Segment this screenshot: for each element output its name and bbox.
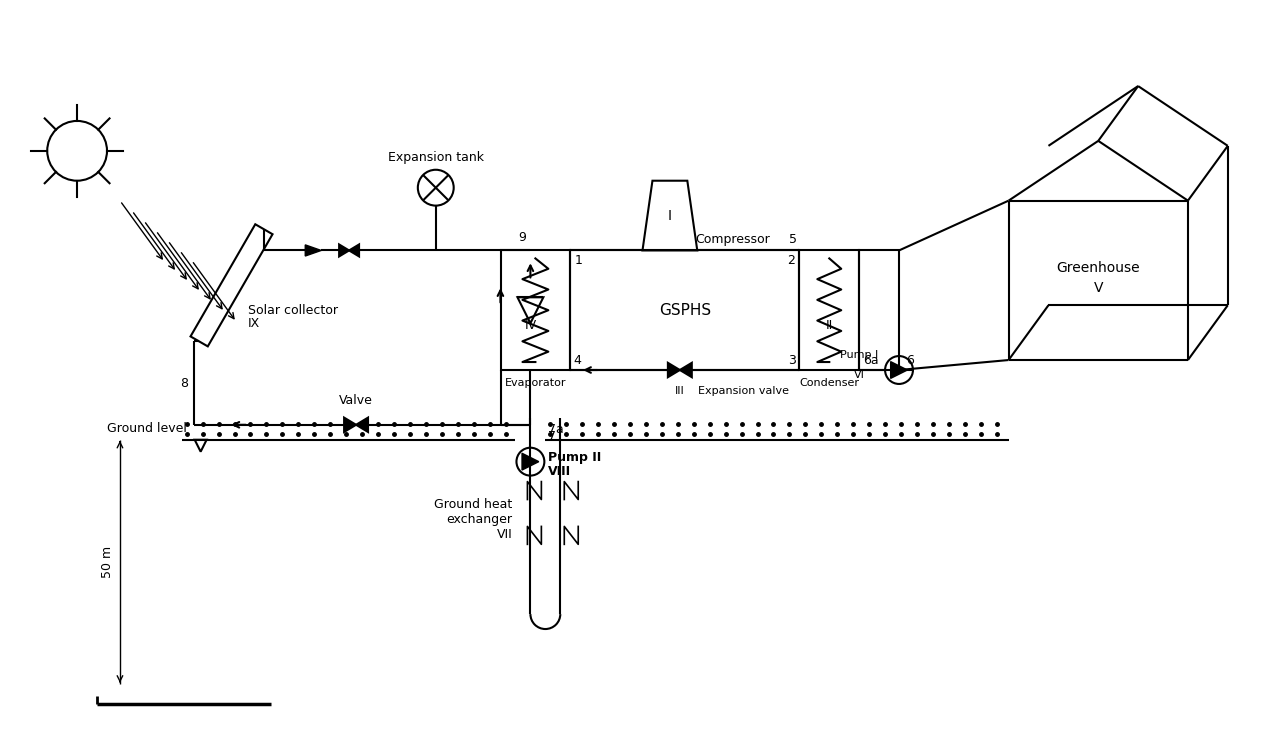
Bar: [800, 250, 859, 370]
Text: Expansion tank: Expansion tank: [387, 151, 484, 164]
Text: GSPHS: GSPHS: [658, 303, 711, 317]
Text: V: V: [1094, 281, 1103, 295]
Bar: [501, 250, 570, 370]
Text: Condenser: Condenser: [799, 378, 859, 388]
Text: VI: VI: [854, 370, 865, 380]
Text: 50 m: 50 m: [101, 545, 114, 578]
Bar: [859, 250, 898, 370]
Text: Compressor: Compressor: [695, 233, 769, 246]
Text: 8: 8: [180, 377, 188, 389]
Text: 4: 4: [574, 354, 581, 367]
Text: Evaporator: Evaporator: [505, 378, 566, 388]
Text: Greenhouse: Greenhouse: [1057, 261, 1140, 275]
Polygon shape: [349, 244, 359, 257]
Polygon shape: [339, 244, 349, 257]
Bar: [570, 250, 800, 370]
Text: 7: 7: [548, 430, 556, 443]
Polygon shape: [344, 417, 357, 432]
Polygon shape: [680, 363, 691, 377]
Text: 9: 9: [519, 232, 527, 244]
Text: IX: IX: [248, 317, 261, 330]
Text: Pump II: Pump II: [548, 451, 602, 464]
Polygon shape: [668, 363, 680, 377]
Polygon shape: [305, 245, 321, 256]
Text: I: I: [668, 209, 672, 223]
Text: II: II: [826, 319, 833, 332]
Text: 3: 3: [789, 354, 796, 367]
Text: 5: 5: [790, 233, 797, 246]
Text: 2: 2: [787, 255, 795, 267]
Polygon shape: [357, 417, 368, 432]
Text: 6: 6: [906, 354, 914, 367]
Text: VIII: VIII: [548, 465, 571, 478]
Text: Ground level: Ground level: [107, 422, 187, 435]
Text: Ground heat
exchanger
VII: Ground heat exchanger VII: [435, 498, 512, 541]
Text: Pump I: Pump I: [840, 350, 878, 360]
Text: IV: IV: [524, 319, 537, 332]
Text: 1: 1: [574, 255, 581, 267]
Text: 6a: 6a: [863, 354, 879, 367]
Text: Solar collector: Solar collector: [248, 303, 339, 317]
Polygon shape: [521, 454, 539, 470]
Text: Expansion valve: Expansion valve: [698, 386, 789, 396]
Text: Valve: Valve: [339, 394, 373, 407]
Text: III: III: [675, 386, 685, 396]
Text: 7a: 7a: [548, 423, 564, 436]
Polygon shape: [891, 362, 907, 378]
